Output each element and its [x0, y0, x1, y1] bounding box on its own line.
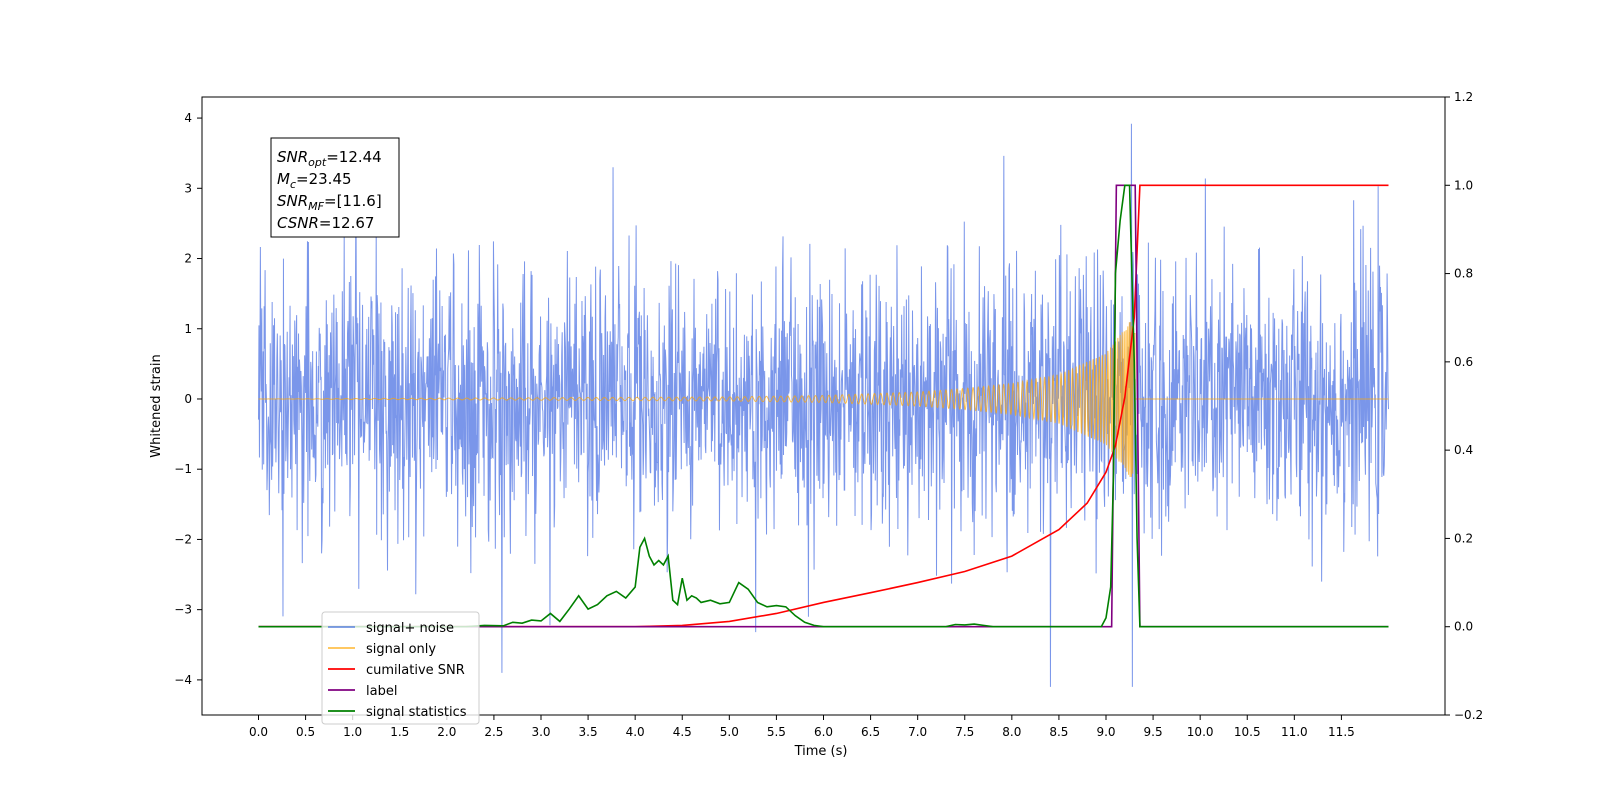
x-tick-label: 0.0 — [249, 725, 268, 739]
series-signal-statistics — [258, 184, 1389, 628]
annotation-frame — [270, 137, 400, 238]
y2-tick-label: 0.0 — [1454, 620, 1473, 634]
legend-label: cumilative SNR — [366, 663, 465, 678]
series-signal-noise — [258, 123, 1389, 687]
legend-label: signal statistics — [366, 705, 467, 720]
annotation-line: SNRopt=12.44 — [277, 148, 382, 169]
legend: signal+ noise signal only cumilative SNR la… — [321, 611, 480, 725]
annotation-box: SNRopt=12.44Mc=23.45SNRMF=[11.6]CSNR=12.… — [270, 137, 400, 238]
y2-tick-label: 0.6 — [1454, 355, 1473, 369]
x-tick-label: 8.5 — [1049, 725, 1068, 739]
y-axis-label: Whitened strain — [149, 354, 164, 457]
x-tick-label: 0.5 — [296, 725, 315, 739]
x-tick-label: 11.5 — [1328, 725, 1355, 739]
x-tick-label: 11.0 — [1281, 725, 1308, 739]
y2-tick-label: 0.8 — [1454, 267, 1473, 281]
annotation-line: SNRMF=[11.6] — [277, 192, 382, 213]
x-tick-label: 7.5 — [955, 725, 974, 739]
x-tick-label: 10.5 — [1234, 725, 1261, 739]
legend-label: signal+ noise — [366, 621, 454, 636]
y-tick-label: 3 — [184, 181, 192, 195]
y2-tick-label: 0.4 — [1454, 443, 1473, 457]
y-tick-label: −4 — [174, 673, 192, 687]
x-tick-label: 6.5 — [861, 725, 880, 739]
x-tick-label: 1.0 — [343, 725, 362, 739]
annotation-line: Mc=23.45 — [277, 170, 352, 191]
x-tick-label: 3.0 — [531, 725, 550, 739]
y-tick-label: −2 — [174, 532, 192, 546]
y2-tick-label: 0.2 — [1454, 531, 1473, 545]
x-tick-label: 5.0 — [720, 725, 739, 739]
y-axis-left: −4 −3 −2 −1 0 1 2 3 4 — [174, 111, 202, 687]
x-tick-label: 5.5 — [767, 725, 786, 739]
annotation-line: CSNR=12.67 — [277, 214, 374, 232]
y2-tick-label: −0.2 — [1454, 708, 1483, 722]
x-tick-label: 4.5 — [673, 725, 692, 739]
y-axis-right: −0.2 0.0 0.2 0.4 0.6 0.8 1.0 1.2 — [1445, 90, 1483, 722]
y-tick-label: 4 — [184, 111, 192, 125]
plot-area — [258, 123, 1389, 687]
x-tick-label: 10.0 — [1187, 725, 1214, 739]
y-tick-label: −3 — [174, 603, 192, 617]
x-axis: 0.0 0.5 1.0 1.5 2.0 2.5 3.0 3.5 4.0 4.5 5.0 5.5 6.0 6… — [249, 715, 1355, 739]
x-axis-label: Time (s) — [794, 744, 848, 759]
x-tick-label: 1.5 — [390, 725, 409, 739]
x-tick-label: 9.0 — [1096, 725, 1115, 739]
y2-tick-label: 1.2 — [1454, 90, 1473, 104]
x-tick-label: 2.5 — [484, 725, 503, 739]
y-tick-label: 2 — [184, 252, 192, 266]
series-signal-only — [258, 321, 1389, 478]
y2-tick-label: 1.0 — [1454, 178, 1473, 192]
legend-label: signal only — [366, 642, 436, 657]
x-tick-label: 7.0 — [908, 725, 927, 739]
series-cumulative-snr — [258, 184, 1389, 628]
x-tick-label: 9.5 — [1144, 725, 1163, 739]
y-tick-label: 1 — [184, 322, 192, 336]
y-tick-label: 0 — [184, 392, 192, 406]
x-tick-label: 2.0 — [437, 725, 456, 739]
legend-label: label — [366, 684, 397, 699]
y-tick-label: −1 — [174, 462, 192, 476]
x-tick-label: 3.5 — [579, 725, 598, 739]
x-tick-label: 6.0 — [814, 725, 833, 739]
x-tick-label: 4.0 — [626, 725, 645, 739]
x-tick-label: 8.0 — [1002, 725, 1021, 739]
legend-frame — [321, 611, 480, 725]
